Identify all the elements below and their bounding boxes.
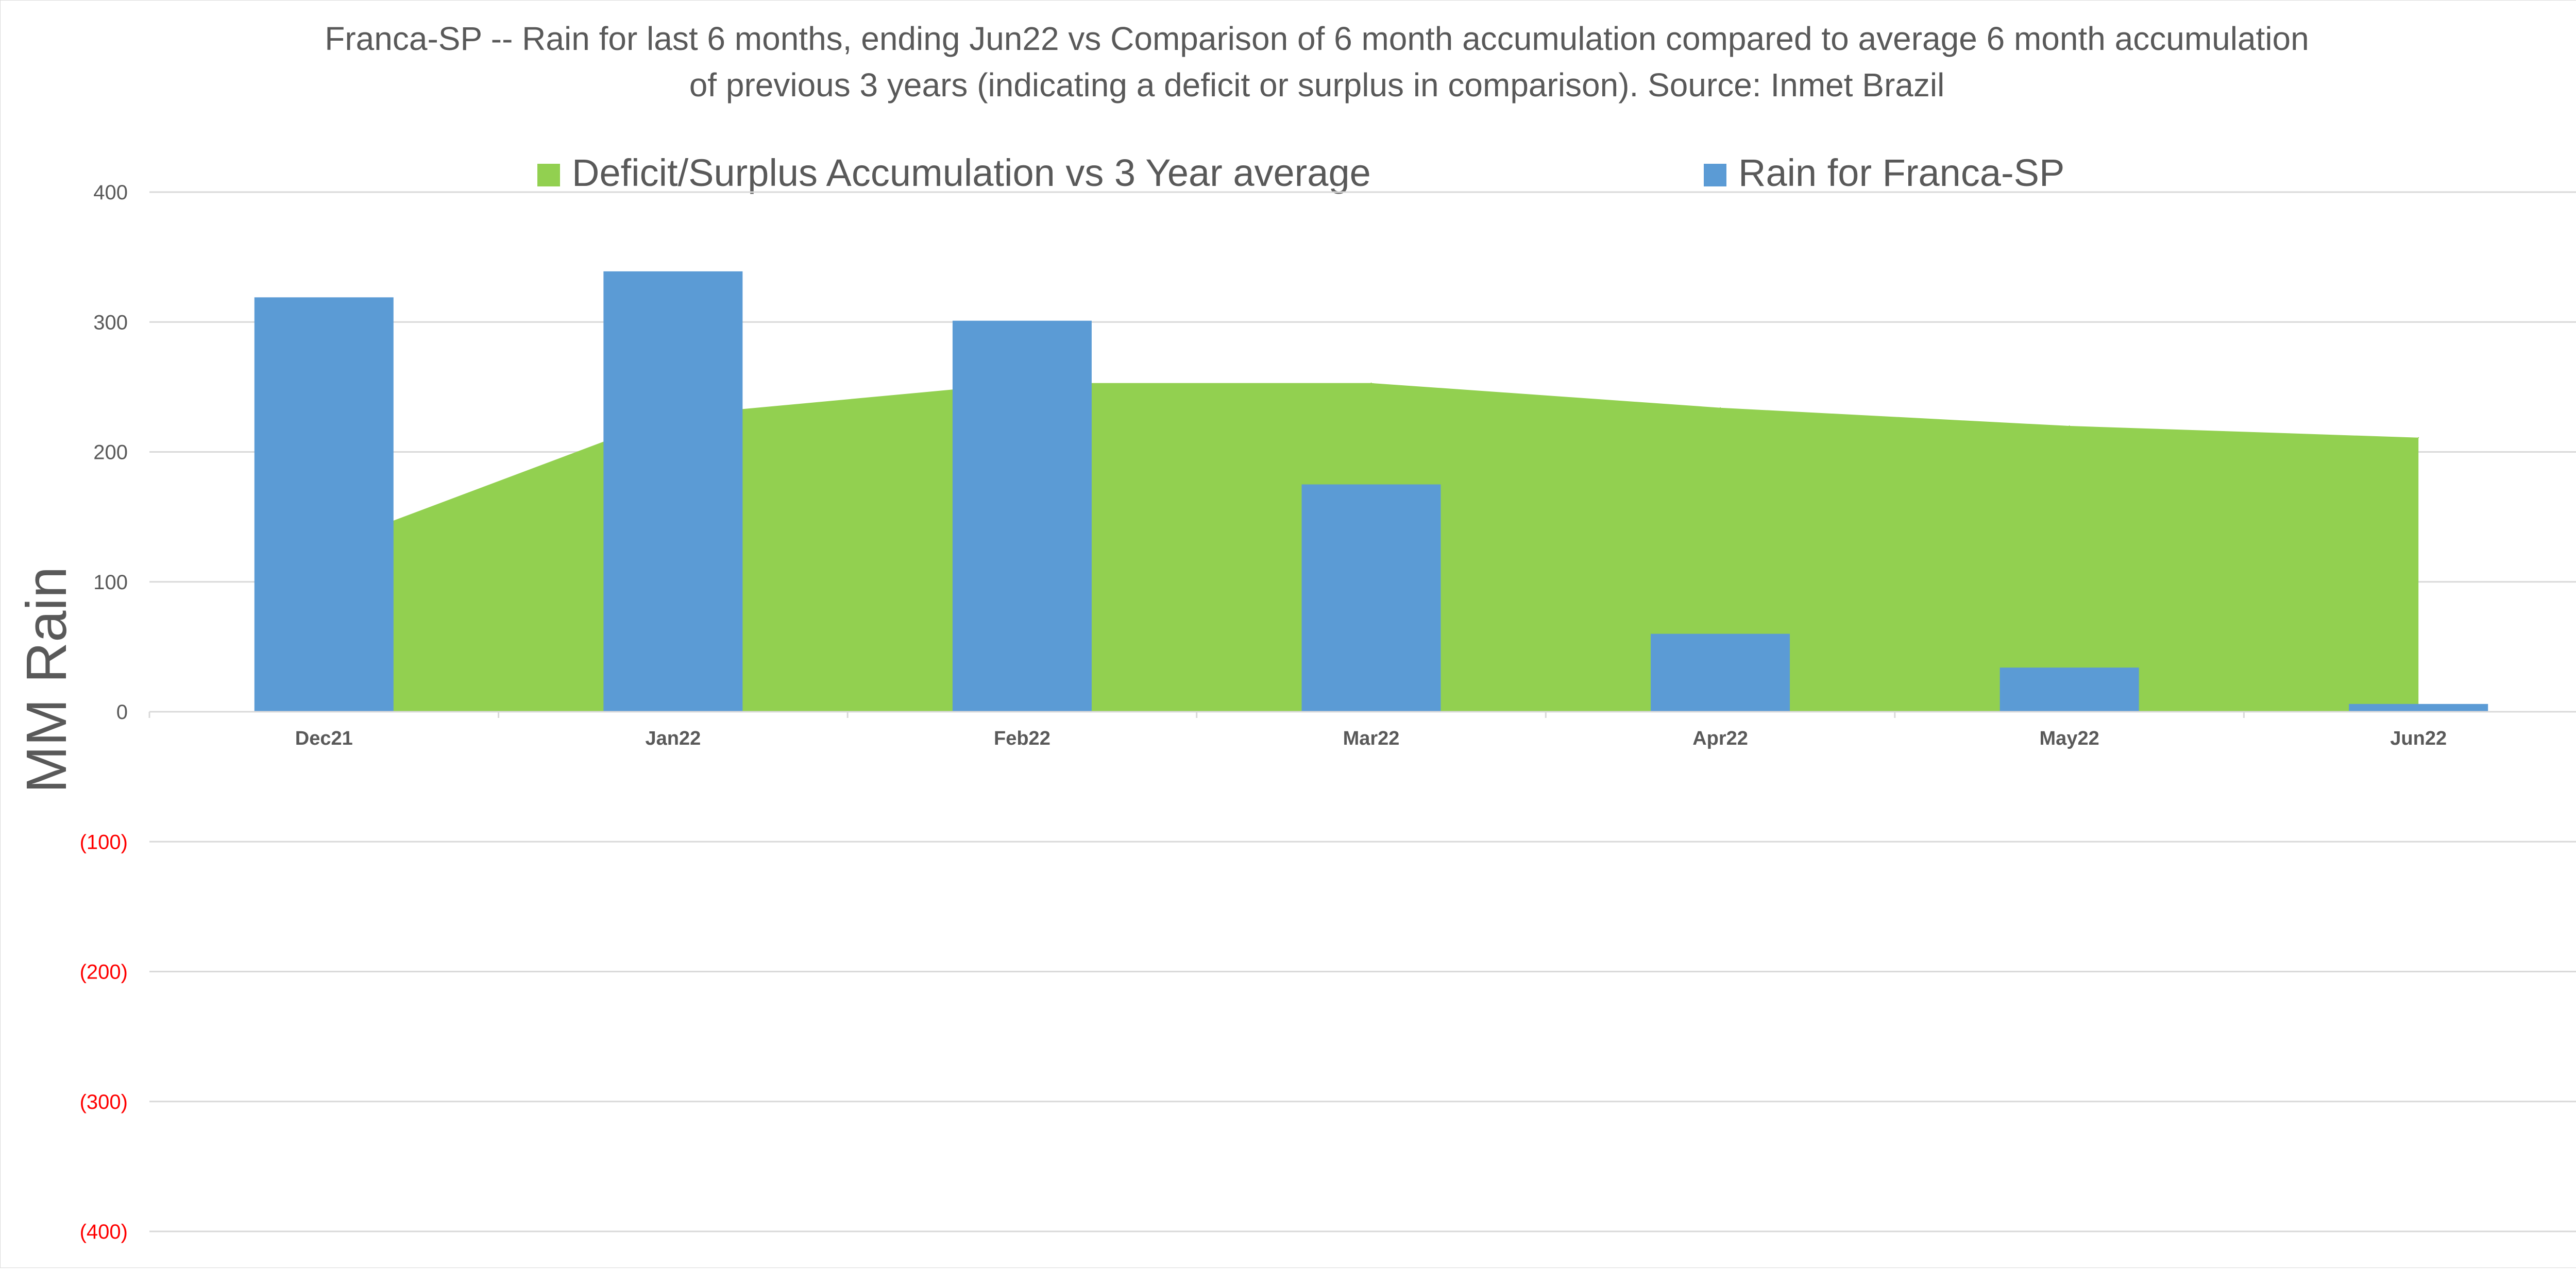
- x-tick-label: Feb22: [994, 728, 1050, 749]
- x-tick-label: Apr22: [1692, 728, 1748, 749]
- x-tick-label: Jun22: [2390, 728, 2447, 749]
- y-axis-label: MM Rain: [15, 567, 78, 793]
- bar-series: [254, 271, 2488, 712]
- bar-rain-jun22: [2349, 704, 2488, 712]
- area-point: [1370, 382, 1372, 384]
- y-tick-label: 0: [116, 701, 128, 724]
- area-point: [2418, 437, 2419, 438]
- area-point: [1720, 407, 1721, 408]
- legend-label: Deficit/Surplus Accumulation vs 3 Year a…: [572, 151, 1371, 194]
- chart-title-line: Franca-SP -- Rain for last 6 months, end…: [325, 20, 2309, 57]
- legend-item-deficit-surplus: Deficit/Surplus Accumulation vs 3 Year a…: [537, 151, 1371, 194]
- bar-rain-apr22: [1651, 633, 1790, 712]
- chart-legend: Deficit/Surplus Accumulation vs 3 Year a…: [537, 151, 2064, 194]
- x-tick-label: Mar22: [1343, 728, 1400, 749]
- bar-rain-may22: [1999, 667, 2139, 712]
- axes: 400 300 200 100 0 (100) (200) (300) (400) Dec21 Ja…: [15, 181, 2576, 1243]
- bar-rain-dec21: [254, 297, 394, 712]
- y-tick-label: (100): [80, 831, 128, 853]
- y-tick-label: 100: [93, 571, 128, 594]
- y-tick-label: 400: [93, 181, 128, 204]
- x-tick-label: Jan22: [645, 728, 701, 749]
- y-tick-label: (400): [80, 1221, 128, 1243]
- chart-title: Franca-SP -- Rain for last 6 months, end…: [325, 20, 2309, 104]
- y-tick-label: 200: [93, 441, 128, 464]
- x-tick-label: May22: [2040, 728, 2099, 749]
- bar-rain-feb22: [952, 320, 1092, 712]
- y-tick-label: (300): [80, 1091, 128, 1113]
- area-point: [2069, 425, 2070, 427]
- legend-item-rain-franca: Rain for Franca-SP: [1704, 151, 2064, 194]
- bar-rain-mar22: [1301, 484, 1441, 712]
- legend-label: Rain for Franca-SP: [1738, 151, 2064, 194]
- legend-swatch: [537, 164, 560, 186]
- y-tick-label: (200): [80, 961, 128, 984]
- chart-title-line: of previous 3 years (indicating a defici…: [689, 66, 1945, 104]
- x-tick-label: Dec21: [295, 728, 353, 749]
- legend-swatch: [1704, 164, 1726, 186]
- bar-rain-jan22: [603, 271, 743, 712]
- y-tick-label: 300: [93, 311, 128, 334]
